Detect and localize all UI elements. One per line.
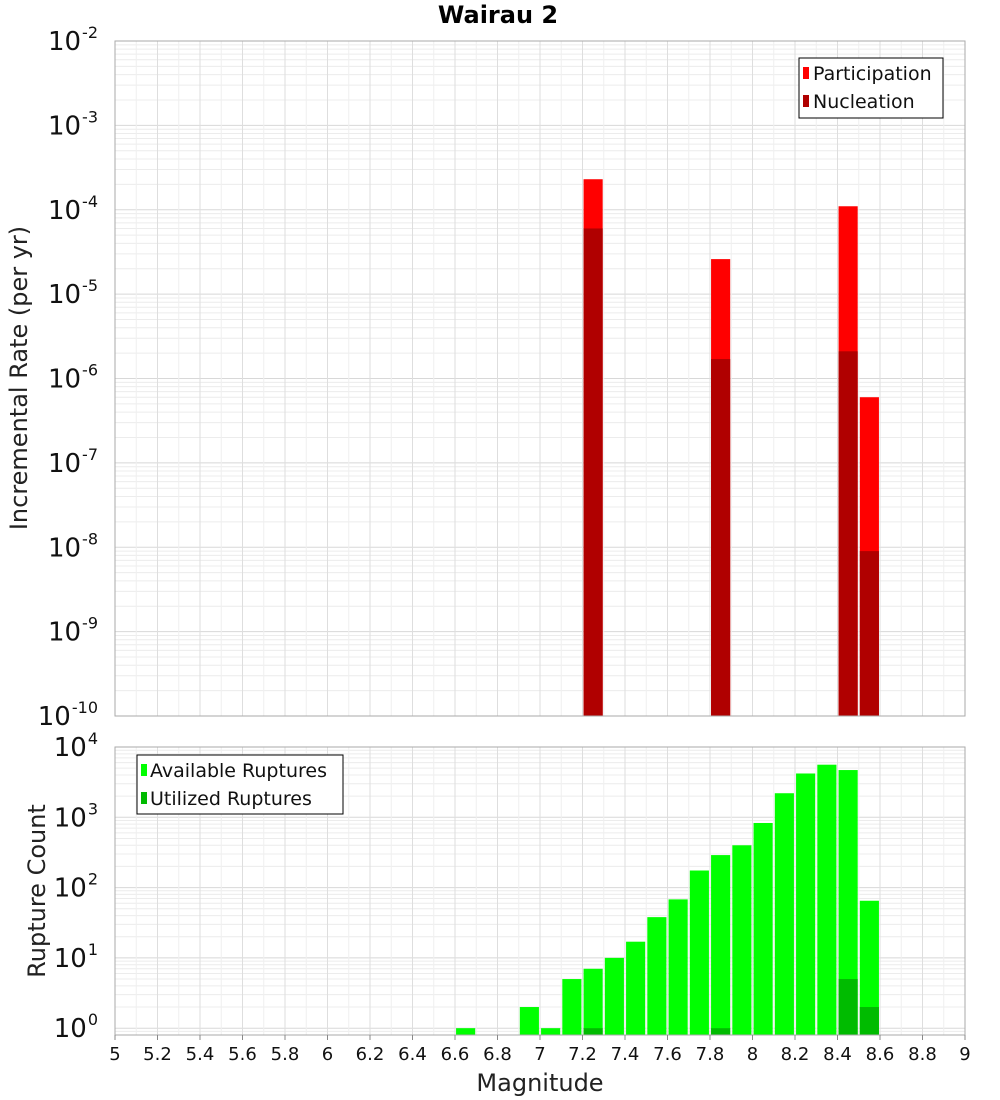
legend-label-available-ruptures: Available Ruptures [150, 760, 327, 782]
top-y-tick-label: 10-3 [48, 107, 98, 141]
bottom-bar-available-ruptures [711, 855, 731, 1035]
top-plot-panel: 10-10 10-9 10-8 10-7 10-6 10-5 10-4 10-3 10-2 Pa… [38, 23, 966, 732]
x-tick-label: 5 [109, 1044, 120, 1065]
bottom-bar-available-ruptures [456, 1028, 476, 1035]
top-y-tick-label: 10-7 [48, 445, 98, 479]
bottom-bar-available-ruptures [647, 917, 667, 1035]
x-tick-label: 6.4 [398, 1044, 427, 1065]
bottom-y-tick-label: 103 [54, 799, 98, 833]
x-tick-label: 6.8 [483, 1044, 512, 1065]
legend-swatch-available-ruptures [141, 764, 147, 776]
x-tick-label: 7 [534, 1044, 545, 1065]
bottom-bar-available-ruptures [817, 764, 837, 1035]
x-tick-label: 8.8 [908, 1044, 937, 1065]
x-tick-label: 5.4 [186, 1044, 215, 1065]
x-tick-label: 9 [959, 1044, 970, 1065]
bottom-y-axis-label: Rupture Count [23, 804, 51, 978]
top-y-tick-label: 10-4 [48, 192, 98, 226]
top-y-tick-label: 10-9 [48, 614, 98, 648]
top-bar-nucleation [711, 359, 731, 716]
x-tick-label: 5.2 [143, 1044, 172, 1065]
bottom-y-tick-label: 100 [54, 1010, 98, 1044]
top-bar-nucleation [583, 228, 603, 716]
bottom-bar-available-ruptures [838, 770, 858, 1035]
bottom-bar-available-ruptures [732, 845, 752, 1035]
top-bar-nucleation [859, 551, 879, 716]
top-plot-frame [114, 40, 966, 717]
x-tick-label: 7.6 [653, 1044, 682, 1065]
x-tick-label: 5.6 [228, 1044, 257, 1065]
legend-label-nucleation: Nucleation [813, 91, 915, 113]
x-tick-label: 8.6 [866, 1044, 895, 1065]
bottom-bar-utilized-ruptures [859, 1007, 879, 1035]
bottom-y-ticks: 100 101 102 103 104 [54, 729, 98, 1044]
x-tick-label: 8 [747, 1044, 758, 1065]
bottom-bar-available-ruptures [541, 1028, 561, 1035]
top-y-tick-label: 10-2 [48, 23, 98, 57]
legend-label-utilized-ruptures: Utilized Ruptures [150, 788, 312, 810]
top-y-tick-label: 10-6 [48, 361, 98, 395]
bottom-y-tick-label: 101 [54, 940, 98, 974]
x-tick-label: 7.2 [568, 1044, 597, 1065]
top-bars [583, 179, 879, 716]
top-legend: Participation Nucleation [798, 57, 944, 119]
x-tick-label: 8.2 [781, 1044, 810, 1065]
top-grid [114, 40, 966, 717]
bottom-bar-utilized-ruptures [711, 1028, 731, 1035]
top-y-tick-label: 10-8 [48, 529, 98, 563]
bottom-bar-available-ruptures [753, 822, 773, 1035]
x-tick-label: 6 [322, 1044, 333, 1065]
bottom-y-tick-label: 104 [54, 729, 98, 763]
top-y-axis-label: Incremental Rate (per yr) [5, 226, 33, 530]
chart-title: Wairau 2 [438, 1, 558, 29]
x-tick-label: 5.8 [271, 1044, 300, 1065]
bottom-bar-available-ruptures [583, 968, 603, 1035]
bottom-legend-box [136, 754, 344, 815]
top-y-tick-label: 10-10 [38, 698, 98, 732]
x-ticks: 5 5.2 5.4 5.6 5.8 6 6.2 6.4 6.6 6.8 7 7.2 7.4 7.6 7.8 8… [109, 1035, 971, 1065]
x-tick-label: 7.8 [696, 1044, 725, 1065]
bottom-bar-available-ruptures [626, 941, 646, 1035]
bottom-bar-available-ruptures [604, 957, 624, 1035]
bottom-bar-available-ruptures [519, 1007, 539, 1035]
legend-swatch-utilized-ruptures [141, 792, 147, 804]
legend-swatch-nucleation [803, 95, 809, 107]
top-y-ticks: 10-10 10-9 10-8 10-7 10-6 10-5 10-4 10-3 10-2 [38, 23, 98, 732]
bottom-bar-available-ruptures [774, 793, 794, 1035]
top-bar-nucleation [838, 351, 858, 716]
top-legend-box [798, 57, 944, 119]
bottom-y-tick-label: 102 [54, 870, 98, 904]
bottom-bar-available-ruptures [668, 899, 688, 1035]
legend-label-participation: Participation [813, 63, 932, 85]
bottom-bars [456, 764, 879, 1035]
bottom-plot-panel: 100 101 102 103 104 5 5.2 5.4 5.6 5.8 6 6.2 6.4 6.6 6… [54, 729, 971, 1065]
legend-swatch-participation [803, 67, 809, 79]
bottom-bar-utilized-ruptures [583, 1028, 603, 1035]
x-tick-label: 6.2 [356, 1044, 385, 1065]
bottom-bar-available-ruptures [689, 870, 709, 1035]
bottom-bar-available-ruptures [562, 979, 582, 1035]
x-axis-label: Magnitude [476, 1069, 603, 1097]
bottom-bar-available-ruptures [796, 773, 816, 1035]
x-tick-label: 7.4 [611, 1044, 640, 1065]
x-tick-label: 8.4 [823, 1044, 852, 1065]
bottom-bar-utilized-ruptures [838, 979, 858, 1035]
bottom-bar-available-ruptures [859, 900, 879, 1035]
bottom-legend: Available Ruptures Utilized Ruptures [136, 754, 344, 815]
x-tick-label: 6.6 [441, 1044, 470, 1065]
top-y-tick-label: 10-5 [48, 276, 98, 310]
